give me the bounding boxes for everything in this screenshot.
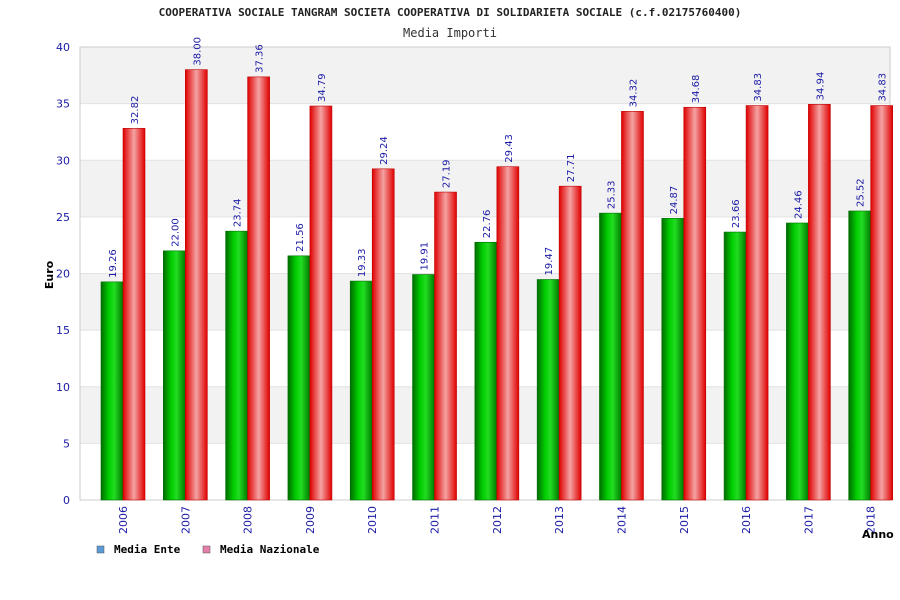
bar-media-ente-2007	[163, 250, 186, 501]
legend-label-media-ente: Media Ente	[114, 543, 181, 556]
data-label: 32.82	[130, 96, 141, 125]
data-label: 22.00	[170, 218, 181, 247]
data-label: 21.56	[295, 223, 306, 252]
data-label: 27.71	[566, 154, 577, 183]
data-label: 29.43	[504, 134, 515, 163]
y-tick-label: 0	[63, 494, 70, 507]
x-tick-label: 2006	[117, 506, 130, 534]
bar-media-nazionale-2013	[558, 185, 582, 501]
legend-swatch-media-nazionale	[202, 545, 211, 554]
legend: Media Ente Media Nazionale	[96, 543, 320, 556]
data-label: 19.91	[420, 242, 431, 271]
data-label: 23.66	[731, 199, 742, 228]
bar-media-nazionale-2018	[870, 105, 893, 501]
legend-label-media-nazionale: Media Nazionale	[220, 543, 320, 556]
bar-media-nazionale-2017	[808, 104, 831, 501]
data-label: 22.76	[482, 210, 493, 239]
x-tick-label: 2018	[865, 506, 878, 534]
bar-media-nazionale-2016	[745, 105, 769, 501]
bar-media-ente-2016	[723, 231, 747, 501]
data-label: 23.74	[233, 199, 244, 228]
data-label: 34.32	[628, 79, 639, 108]
data-label: 19.47	[544, 247, 555, 276]
bar-media-nazionale-2008	[247, 76, 270, 501]
data-label: 24.46	[793, 190, 804, 219]
bar-media-ente-2018	[848, 210, 871, 501]
x-tick-label: 2015	[678, 506, 691, 534]
x-axis-label: Anno	[862, 528, 894, 541]
x-tick-label: 2009	[304, 506, 317, 534]
plot-band	[80, 47, 890, 104]
x-tick-label: 2010	[366, 506, 379, 534]
y-axis-label: Euro	[43, 260, 56, 289]
data-label: 34.83	[753, 73, 764, 102]
data-label: 19.26	[108, 249, 119, 278]
y-tick-label: 15	[56, 324, 70, 337]
bar-media-ente-2008	[225, 230, 248, 501]
data-label: 37.36	[255, 44, 266, 73]
bar-media-nazionale-2007	[185, 69, 208, 501]
x-tick-label: 2014	[615, 506, 628, 534]
bar-media-ente-2011	[412, 274, 435, 501]
y-tick-label: 10	[56, 381, 70, 394]
data-label: 38.00	[192, 37, 203, 66]
bar-media-ente-2009	[287, 255, 311, 501]
y-tick-label: 5	[63, 437, 70, 450]
x-tick-label: 2007	[179, 506, 192, 534]
data-label: 34.83	[878, 73, 889, 102]
bar-media-ente-2015	[661, 218, 685, 501]
x-tick-label: 2012	[491, 506, 504, 534]
bar-media-ente-2017	[786, 222, 809, 501]
data-label: 34.79	[317, 73, 328, 102]
bars-group	[100, 69, 893, 501]
bar-media-nazionale-2009	[309, 105, 333, 501]
x-tick-label: 2013	[553, 506, 566, 534]
x-tick-label: 2016	[740, 506, 753, 534]
legend-swatch-media-ente	[96, 545, 105, 554]
data-label: 25.33	[606, 180, 617, 209]
y-axis-ticks: 0 5 10 15 20 25 30 35 40	[56, 41, 70, 507]
y-tick-label: 20	[56, 268, 70, 281]
bar-media-ente-2014	[599, 212, 622, 501]
y-tick-label: 25	[56, 211, 70, 224]
x-tick-label: 2008	[242, 506, 255, 534]
data-label: 19.33	[357, 248, 368, 277]
data-label: 25.52	[856, 178, 867, 207]
bar-media-ente-2012	[474, 241, 498, 501]
data-label: 34.94	[815, 72, 826, 101]
data-label: 34.68	[691, 75, 702, 104]
chart-subtitle: Media Importi	[403, 26, 497, 40]
data-label: 29.24	[379, 136, 390, 165]
bar-media-ente-2006	[100, 281, 124, 501]
y-tick-label: 30	[56, 154, 70, 167]
bar-media-nazionale-2015	[683, 106, 707, 501]
data-label: 24.87	[669, 186, 680, 215]
bar-media-nazionale-2012	[496, 166, 520, 501]
bar-media-ente-2013	[536, 279, 560, 501]
chart-title: COOPERATIVA SOCIALE TANGRAM SOCIETA COOP…	[159, 6, 742, 19]
bar-media-nazionale-2006	[122, 128, 146, 501]
bar-media-nazionale-2011	[434, 191, 457, 501]
x-axis-ticks: 2006 2007 2008 2009 2010 2011 2012 2013 2014 2015…	[117, 506, 878, 534]
data-labels-group: 19.26 32.82 22.00 38.00 23.74 37.36 21.56 34.79…	[108, 37, 889, 278]
y-tick-label: 35	[56, 98, 70, 111]
x-tick-label: 2017	[802, 506, 815, 534]
bar-media-nazionale-2014	[621, 111, 644, 501]
bar-media-nazionale-2010	[371, 168, 395, 501]
x-tick-label: 2011	[429, 506, 442, 534]
data-label: 27.19	[442, 159, 453, 188]
bar-media-ente-2010	[349, 280, 373, 501]
y-tick-label: 40	[56, 41, 70, 54]
